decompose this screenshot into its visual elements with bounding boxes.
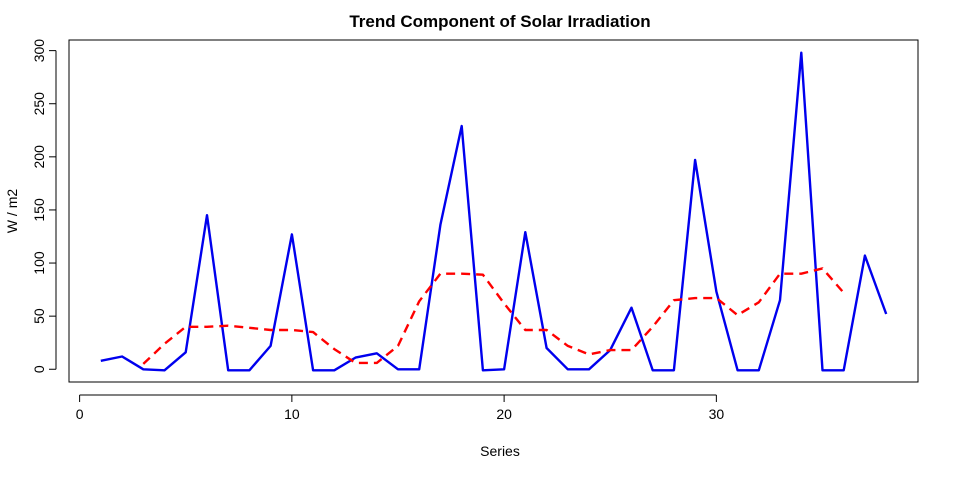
chart-title: Trend Component of Solar Irradiation [349, 12, 650, 31]
y-tick-label: 250 [31, 92, 47, 116]
x-tick-label: 20 [496, 406, 512, 422]
y-axis: 0 50 100 150 200 250 300 [31, 39, 57, 373]
y-tick-label: 150 [31, 198, 47, 222]
y-tick-label: 200 [31, 145, 47, 169]
y-tick-label: 50 [31, 308, 47, 324]
y-tick-label: 0 [31, 365, 47, 373]
plot-frame [68, 39, 919, 383]
y-tick-label: 300 [31, 39, 47, 63]
x-axis: 0 10 20 30 [76, 394, 725, 422]
series-line-1 [100, 51, 888, 372]
x-tick-label: 0 [76, 406, 84, 422]
series-layer [100, 51, 888, 372]
series-line-2 [142, 267, 845, 365]
x-axis-label: Series [480, 443, 520, 459]
x-tick-label: 10 [284, 406, 300, 422]
y-tick-label: 100 [31, 251, 47, 275]
x-tick-label: 30 [709, 406, 725, 422]
y-axis-label: W / m2 [4, 189, 20, 234]
